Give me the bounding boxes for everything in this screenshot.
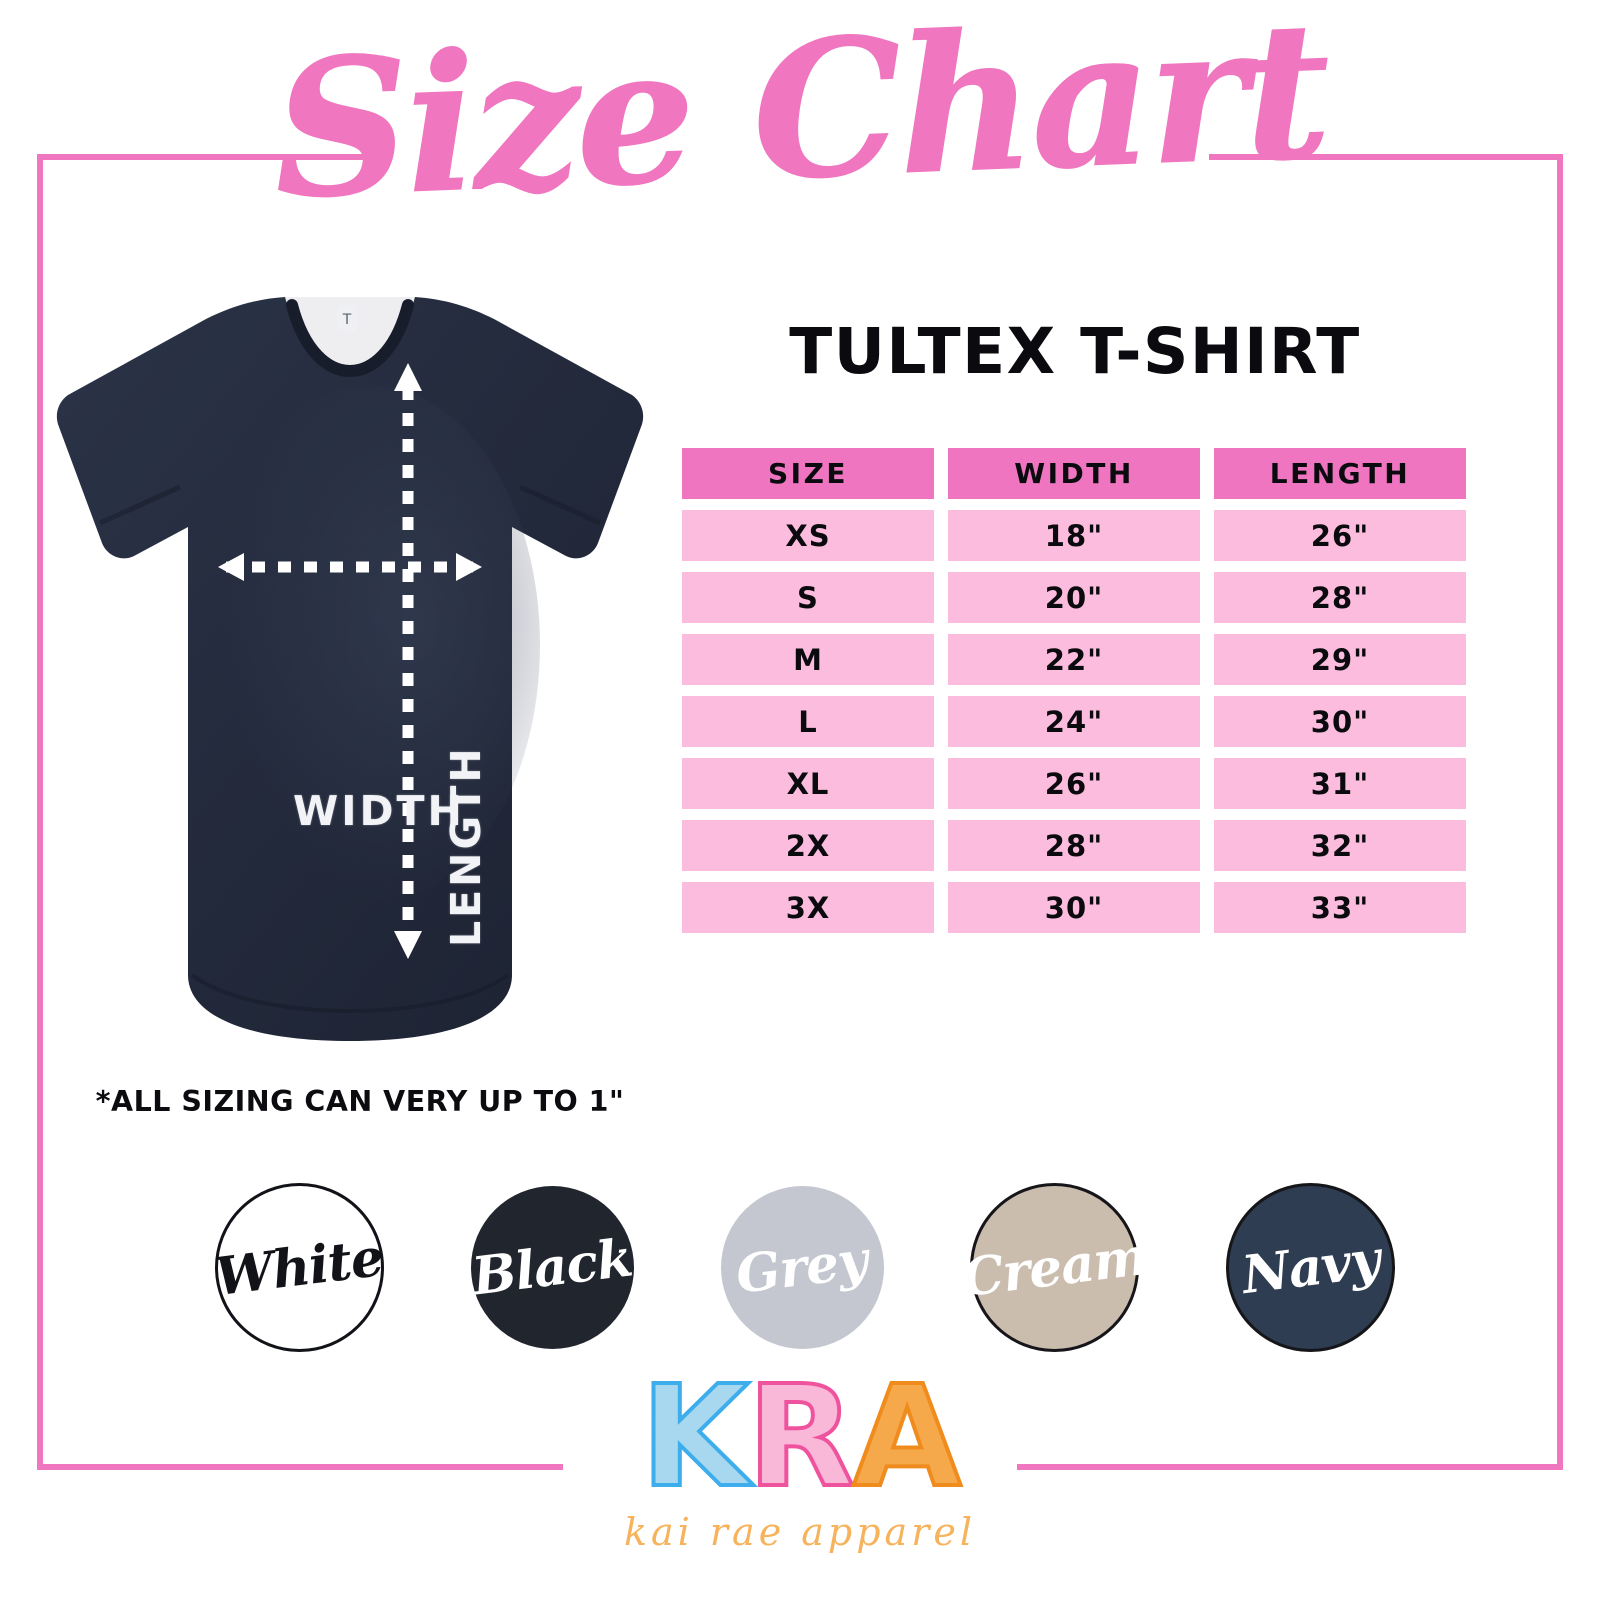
table-row: 3X 30" 33": [682, 882, 1466, 933]
logo-lettermark: KRA: [505, 1366, 1095, 1510]
column-header-width: WIDTH: [948, 448, 1200, 499]
tshirt-tag-mark: T: [342, 312, 352, 328]
tshirt-right-sleeve-seam: [518, 484, 602, 526]
page-title: Size Chart: [269, 0, 1331, 242]
color-swatch-label: Grey: [733, 1229, 871, 1306]
length-arrow-top: [394, 363, 422, 391]
cell-width: 20": [948, 572, 1200, 623]
table-header-row: SIZE WIDTH LENGTH: [682, 448, 1466, 499]
column-header-size: SIZE: [682, 448, 934, 499]
cell-width: 22": [948, 634, 1200, 685]
cell-width: 18": [948, 510, 1200, 561]
width-arrow-right: [456, 553, 482, 581]
length-arrow-bottom: [394, 931, 422, 959]
cell-length: 29": [1214, 634, 1466, 685]
logo-letter-r: R: [745, 1356, 857, 1519]
color-swatch-white[interactable]: White: [212, 1183, 387, 1352]
width-arrow-left: [218, 553, 244, 581]
color-swatch-navy[interactable]: Navy: [1226, 1183, 1395, 1352]
size-chart-table: SIZE WIDTH LENGTH XS 18" 26" S 20" 28" M…: [668, 437, 1480, 944]
color-swatch-cream[interactable]: Cream: [959, 1183, 1151, 1352]
tshirt-hem-seam: [190, 973, 510, 1013]
table-row: L 24" 30": [682, 696, 1466, 747]
sizing-disclaimer: *ALL SIZING CAN VERY UP TO 1": [95, 1085, 625, 1118]
cell-width: 30": [948, 882, 1200, 933]
brand-logo: KRA kai rae apparel: [505, 1366, 1095, 1555]
cell-length: 32": [1214, 820, 1466, 871]
cell-size: M: [682, 634, 934, 685]
logo-letter-k: K: [639, 1356, 751, 1519]
cell-length: 33": [1214, 882, 1466, 933]
tshirt-neckline: [286, 299, 414, 378]
color-swatch-label: White: [212, 1226, 387, 1309]
cell-size: 2X: [682, 820, 934, 871]
color-swatch-grey[interactable]: Grey: [720, 1186, 884, 1349]
cell-size: L: [682, 696, 934, 747]
table-row: 2X 28" 32": [682, 820, 1466, 871]
tshirt-illustration: T: [56, 291, 644, 1041]
tshirt-left-sleeve-seam: [98, 484, 182, 526]
color-swatch-label: Cream: [958, 1225, 1151, 1310]
fabric-sheen: [200, 385, 540, 905]
color-swatch-label: Navy: [1238, 1228, 1383, 1307]
logo-tagline: kai rae apparel: [623, 1510, 977, 1554]
cell-length: 30": [1214, 696, 1466, 747]
cell-size: S: [682, 572, 934, 623]
cell-size: XS: [682, 510, 934, 561]
length-dimension-label: LENGTH: [442, 745, 490, 947]
cell-width: 28": [948, 820, 1200, 871]
tshirt-tag: [337, 305, 357, 331]
cell-width: 26": [948, 758, 1200, 809]
cell-width: 24": [948, 696, 1200, 747]
table-row: XS 18" 26": [682, 510, 1466, 561]
table-row: XL 26" 31": [682, 758, 1466, 809]
logo-letter-a: A: [851, 1356, 963, 1519]
product-heading: TULTEX T-SHIRT: [789, 315, 1361, 388]
table-row: M 22" 29": [682, 634, 1466, 685]
cell-length: 31": [1214, 758, 1466, 809]
cell-size: XL: [682, 758, 934, 809]
column-header-length: LENGTH: [1214, 448, 1466, 499]
table-row: S 20" 28": [682, 572, 1466, 623]
cell-length: 26": [1214, 510, 1466, 561]
width-dimension-label: WIDTH: [293, 787, 465, 835]
tshirt-diagram: T WIDTH LENGTH: [40, 275, 660, 1075]
color-swatch-label: Black: [469, 1227, 636, 1308]
color-swatch-black[interactable]: Black: [469, 1186, 636, 1349]
cell-length: 28": [1214, 572, 1466, 623]
cell-size: 3X: [682, 882, 934, 933]
color-swatch-list: White Black Grey Cream Navy: [212, 1183, 1395, 1352]
